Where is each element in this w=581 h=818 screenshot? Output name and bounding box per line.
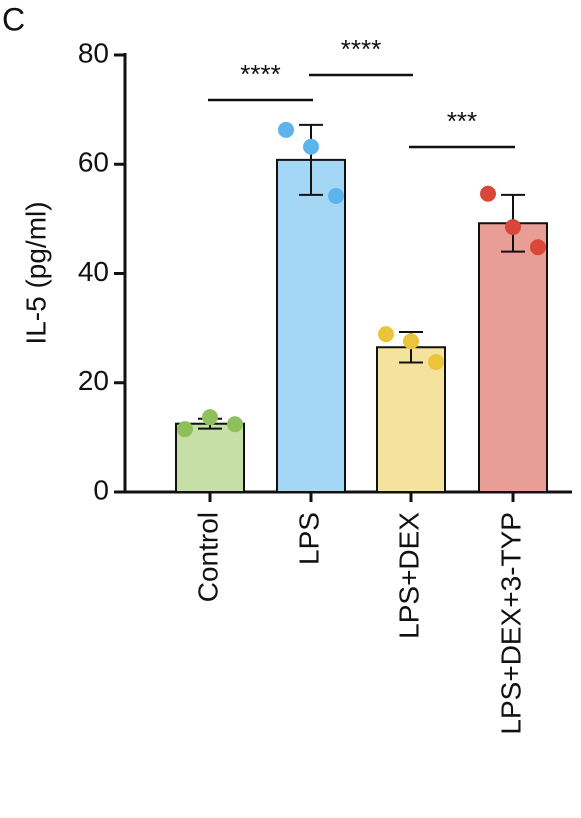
y-tick-label: 80 xyxy=(78,37,109,68)
bar xyxy=(376,346,446,493)
x-tick-label: Control xyxy=(192,512,223,602)
data-point xyxy=(378,326,394,343)
data-point xyxy=(278,121,294,138)
data-point xyxy=(505,219,521,236)
y-axis-label: IL-5 (pg/ml) xyxy=(20,201,51,344)
data-point xyxy=(403,333,419,350)
data-point xyxy=(480,185,496,202)
significance-label: *** xyxy=(447,106,477,136)
data-point xyxy=(530,239,546,256)
data-point xyxy=(177,421,193,438)
data-point xyxy=(202,409,218,426)
x-tick-label: LPS+DEX xyxy=(393,512,424,639)
panel-label: C xyxy=(2,1,25,37)
data-point xyxy=(428,353,444,370)
x-tick-label: LPS+DEX+3-TYP xyxy=(495,512,526,735)
y-tick-label: 20 xyxy=(78,365,109,396)
bar xyxy=(276,158,346,493)
x-tick-label: LPS xyxy=(293,512,324,565)
y-tick-label: 40 xyxy=(78,256,109,287)
significance-label: **** xyxy=(240,59,280,89)
data-point xyxy=(227,416,243,433)
y-tick-label: 0 xyxy=(93,474,109,505)
data-point xyxy=(303,138,319,155)
bar xyxy=(478,222,548,493)
y-tick-label: 60 xyxy=(78,147,109,178)
data-point xyxy=(328,187,344,204)
significance-label: **** xyxy=(341,34,381,64)
